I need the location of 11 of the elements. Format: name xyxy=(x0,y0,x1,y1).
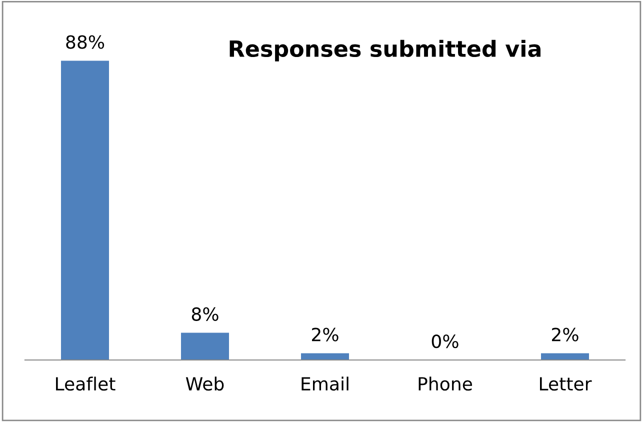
chart-title: Responses submitted via xyxy=(230,40,540,62)
x-tick-label: Email xyxy=(302,376,348,391)
x-tick-label: Leaflet xyxy=(56,376,116,391)
data-label: 2% xyxy=(552,328,578,342)
data-label: 8% xyxy=(192,307,218,321)
data-label: 2% xyxy=(312,328,338,342)
data-label: 0% xyxy=(432,334,458,348)
x-tick-label: Letter xyxy=(540,377,592,391)
data-label: 88% xyxy=(66,35,104,49)
x-tick-label: Phone xyxy=(418,376,472,391)
x-tick-label: Web xyxy=(186,376,224,391)
